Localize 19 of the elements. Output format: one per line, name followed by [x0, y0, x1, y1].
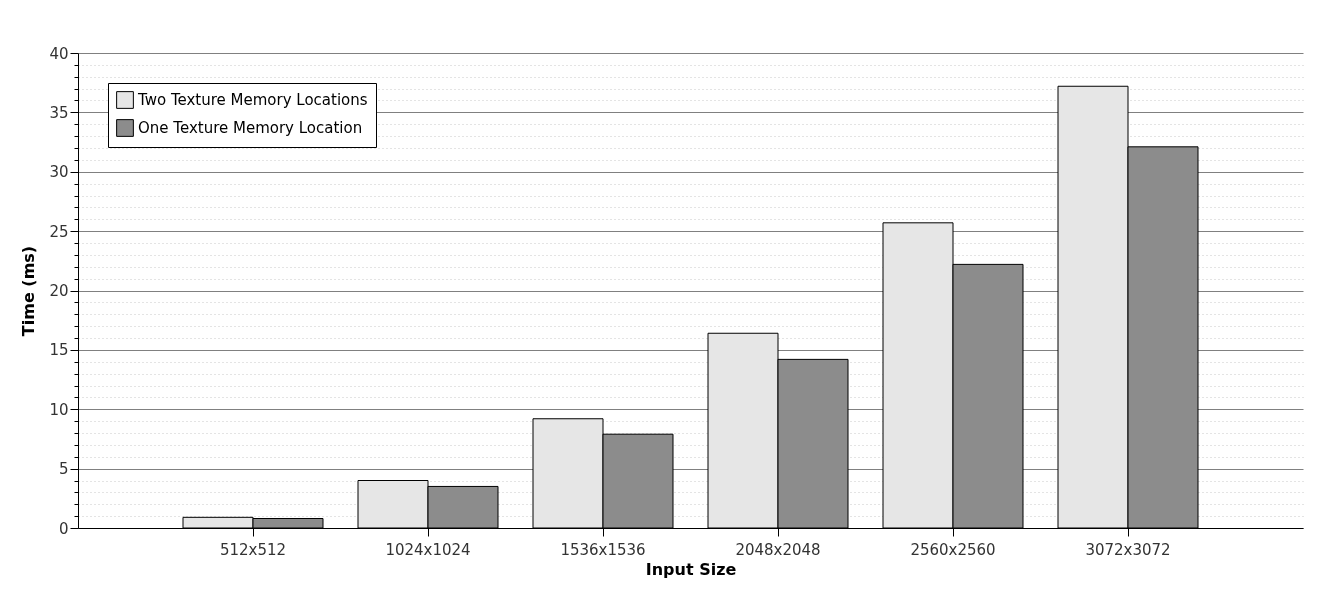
x-axis-title: Input Size	[645, 559, 737, 579]
x-tick-label: 1536x1536	[560, 540, 646, 559]
y-axis-title: Time (ms)	[19, 245, 39, 337]
y-tick-label: 40	[49, 44, 69, 63]
x-tick-label: 3072x3072	[1085, 540, 1171, 559]
x-tick-label: 2048x2048	[735, 540, 821, 559]
legend-label: One Texture Memory Location	[138, 119, 363, 137]
y-tick-label: 5	[58, 460, 69, 479]
legend-label: Two Texture Memory Locations	[137, 91, 368, 109]
y-tick-label: 15	[49, 341, 69, 360]
y-tick-label: 20	[49, 282, 69, 300]
y-tick-label: 0	[58, 519, 69, 538]
y-tick-label: 25	[49, 222, 69, 241]
x-tick-label: 2560x2560	[910, 540, 996, 559]
x-tick-label: 512x512	[219, 540, 287, 559]
y-tick-label: 35	[49, 103, 69, 122]
y-tick-label: 30	[49, 163, 69, 182]
x-tick-label: 1024x1024	[385, 540, 471, 559]
y-tick-label: 10	[49, 400, 69, 419]
